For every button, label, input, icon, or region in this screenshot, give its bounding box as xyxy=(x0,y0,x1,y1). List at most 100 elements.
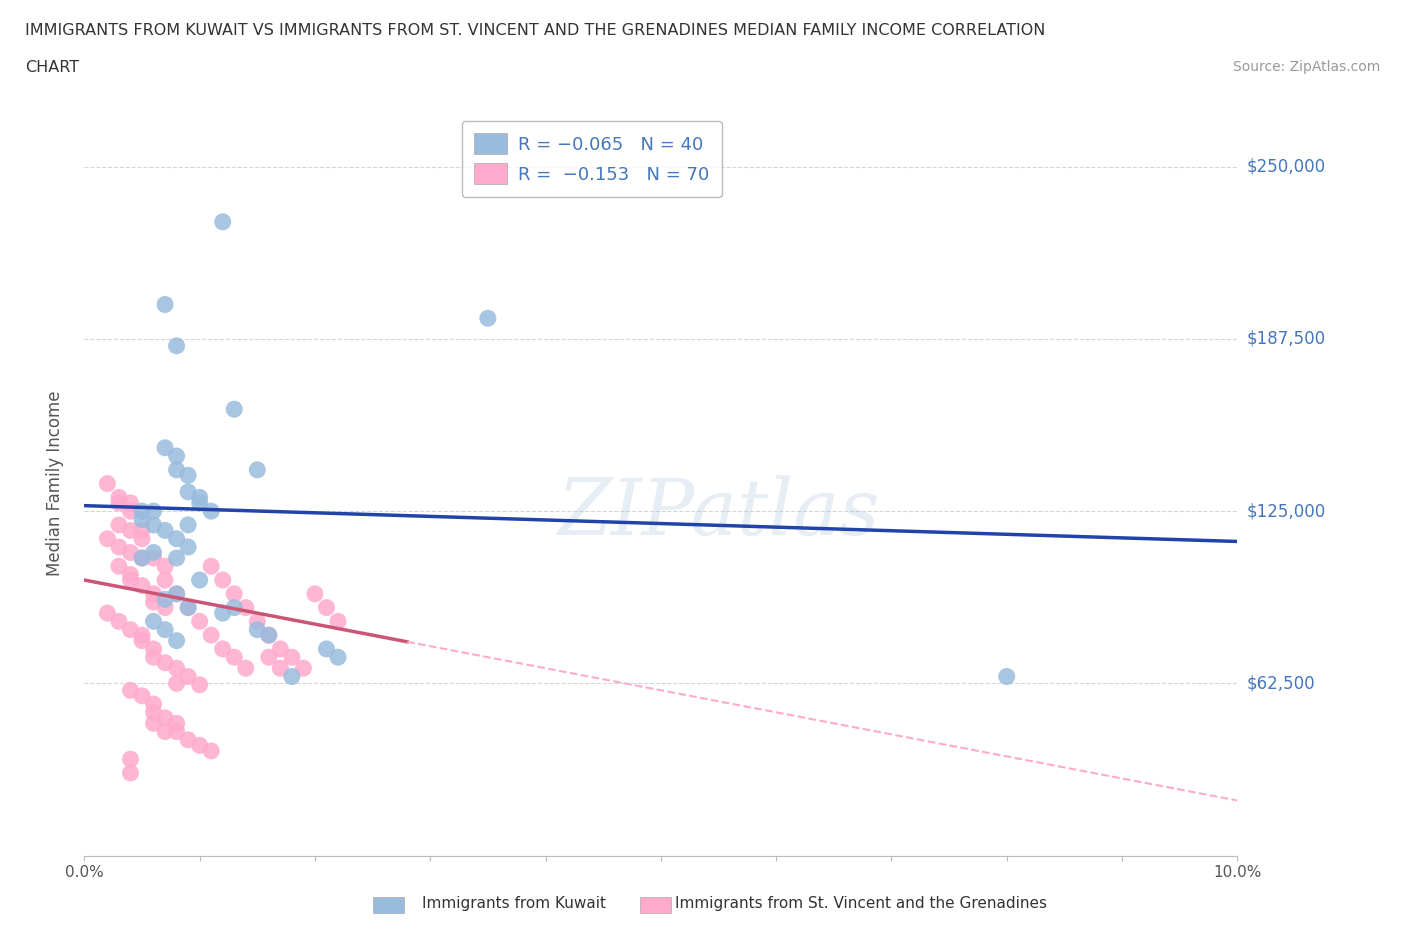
Point xyxy=(200,628,222,643)
Text: $62,500: $62,500 xyxy=(1247,674,1315,692)
Point xyxy=(257,628,280,643)
Text: CHART: CHART xyxy=(25,60,79,75)
Point xyxy=(153,591,176,606)
Point xyxy=(131,531,153,546)
Point xyxy=(120,545,142,560)
Point xyxy=(281,650,304,665)
Point xyxy=(96,476,118,491)
Point xyxy=(200,504,222,519)
Point xyxy=(142,716,165,731)
Point xyxy=(177,468,200,483)
Point xyxy=(153,656,176,671)
Text: $125,000: $125,000 xyxy=(1247,502,1326,520)
Point xyxy=(166,716,188,731)
Point xyxy=(246,622,269,637)
Point xyxy=(188,573,211,588)
Point xyxy=(224,600,246,615)
Point xyxy=(131,512,153,527)
Point xyxy=(166,587,188,602)
Point xyxy=(153,600,176,615)
Point xyxy=(166,462,188,477)
Point xyxy=(142,551,165,565)
Point xyxy=(246,614,269,629)
Point xyxy=(131,688,153,703)
Point xyxy=(177,485,200,499)
Point xyxy=(142,587,165,602)
Point xyxy=(166,551,188,565)
Point xyxy=(142,650,165,665)
Point xyxy=(96,605,118,620)
Point xyxy=(142,517,165,532)
Point xyxy=(153,559,176,574)
Point xyxy=(166,633,188,648)
Point xyxy=(177,600,200,615)
Text: IMMIGRANTS FROM KUWAIT VS IMMIGRANTS FROM ST. VINCENT AND THE GRENADINES MEDIAN : IMMIGRANTS FROM KUWAIT VS IMMIGRANTS FRO… xyxy=(25,23,1046,38)
Point xyxy=(120,683,142,698)
Text: Immigrants from Kuwait: Immigrants from Kuwait xyxy=(422,897,606,911)
Point xyxy=(326,650,349,665)
Text: Immigrants from St. Vincent and the Grenadines: Immigrants from St. Vincent and the Gren… xyxy=(675,897,1047,911)
Point xyxy=(188,490,211,505)
Point xyxy=(166,724,188,739)
Point xyxy=(166,676,188,691)
Point xyxy=(257,650,280,665)
Point xyxy=(188,496,211,511)
Point xyxy=(211,642,233,657)
Point xyxy=(108,490,131,505)
Point xyxy=(188,737,211,752)
Point xyxy=(120,567,142,582)
Point xyxy=(120,496,142,511)
Point xyxy=(166,587,188,602)
Point xyxy=(120,523,142,538)
Point xyxy=(326,614,349,629)
Point xyxy=(224,402,246,417)
Point xyxy=(131,523,153,538)
Point xyxy=(153,622,176,637)
Text: Source: ZipAtlas.com: Source: ZipAtlas.com xyxy=(1233,60,1381,74)
Point xyxy=(177,669,200,684)
Text: $187,500: $187,500 xyxy=(1247,330,1326,348)
Point xyxy=(211,215,233,230)
Point xyxy=(142,642,165,657)
Point xyxy=(235,600,257,615)
Y-axis label: Median Family Income: Median Family Income xyxy=(45,391,63,577)
Point xyxy=(142,705,165,720)
Point xyxy=(120,504,142,519)
Point xyxy=(177,517,200,532)
Point xyxy=(200,743,222,758)
Point xyxy=(166,531,188,546)
Point xyxy=(131,578,153,593)
Point xyxy=(120,765,142,780)
Point xyxy=(315,642,337,657)
Point xyxy=(177,733,200,748)
Point xyxy=(166,339,188,353)
Text: ZIPatlas: ZIPatlas xyxy=(557,475,880,551)
Point xyxy=(246,462,269,477)
Point xyxy=(281,669,304,684)
Point xyxy=(142,545,165,560)
Point xyxy=(269,661,291,676)
Point xyxy=(108,559,131,574)
Point xyxy=(142,614,165,629)
Point xyxy=(131,628,153,643)
Point xyxy=(131,504,153,519)
Point xyxy=(211,605,233,620)
Point xyxy=(120,751,142,766)
Point xyxy=(131,633,153,648)
Point xyxy=(304,587,326,602)
Point xyxy=(177,600,200,615)
Point xyxy=(96,531,118,546)
Point xyxy=(108,539,131,554)
Point xyxy=(315,600,337,615)
Point xyxy=(188,677,211,692)
Point xyxy=(153,297,176,312)
Point xyxy=(153,523,176,538)
Point xyxy=(166,448,188,463)
Point xyxy=(153,573,176,588)
Point xyxy=(108,496,131,511)
Point xyxy=(142,697,165,711)
Point xyxy=(292,661,315,676)
Text: $250,000: $250,000 xyxy=(1247,158,1326,176)
Point xyxy=(224,650,246,665)
Point xyxy=(153,711,176,725)
